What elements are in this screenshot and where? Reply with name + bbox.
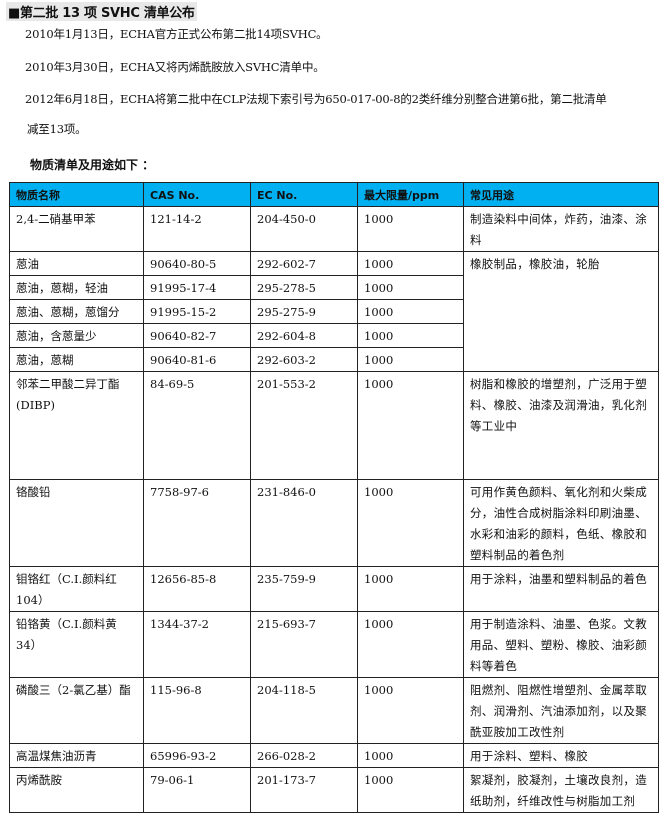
- header-use: 常见用途: [463, 182, 659, 207]
- substance-name: 2,4-二硝基甲苯: [9, 206, 144, 252]
- common-use: 制造染料中间体，炸药，油漆、涂料: [463, 206, 659, 252]
- substance-name: 蒽油，蒽糊，轻油: [9, 275, 144, 300]
- max-limit: 1000: [357, 479, 464, 567]
- max-limit: 1000: [357, 371, 464, 480]
- max-limit: 1000: [357, 611, 464, 678]
- svhc-table: 物质名称 CAS No. EC No. 最大限量/ppm 常见用途 2,4-二硝…: [9, 182, 659, 813]
- substance-name: 蒽油、蒽糊，蒽馏分: [9, 299, 144, 324]
- section-title: ■第二批 13 项 SVHC 清单公布: [6, 2, 197, 21]
- substance-name: 铬酸铅: [9, 479, 144, 567]
- cas-number: 79-06-1: [143, 767, 251, 813]
- table-header-row: 物质名称 CAS No. EC No. 最大限量/ppm 常见用途: [9, 182, 659, 207]
- max-limit: 1000: [357, 299, 464, 324]
- ec-number: 204-118-5: [250, 677, 358, 744]
- substance-name: 蒽油，蒽糊: [9, 347, 144, 372]
- ec-number: 231-846-0: [250, 479, 358, 567]
- cas-number: 91995-17-4: [143, 275, 251, 300]
- common-use: 用于涂料、塑料、橡胶: [463, 743, 659, 768]
- max-limit: 1000: [357, 566, 464, 612]
- table-row: 磷酸三（2-氯乙基）酯 115-96-8 204-118-5 1000 阻燃剂、阻燃性增…: [9, 677, 659, 744]
- substance-name: 邻苯二甲酸二异丁酯(DIBP): [9, 371, 144, 480]
- common-use: 用于制造涂料、油墨、色浆。文教用品、塑料、塑粉、橡胶、油彩颜料等着色: [463, 611, 659, 678]
- max-limit: 1000: [357, 347, 464, 372]
- substance-name: 蒽油，含蒽量少: [9, 323, 144, 348]
- paragraph: 2012年6月18日，ECHA将第二批中在CLP法规下索引号为650-017-0…: [25, 92, 607, 106]
- table-row: 蒽油，蒽糊，轻油 91995-17-4 295-278-5 1000: [9, 275, 659, 300]
- max-limit: 1000: [357, 275, 464, 300]
- ec-number: 295-275-9: [250, 299, 358, 324]
- table-row: 高温煤焦油沥青 65996-93-2 266-028-2 1000 用于涂料、塑料、橡胶: [9, 743, 659, 768]
- common-use: 可用作黄色颜料、氧化剂和火柴成分，油性合成树脂涂料印刷油墨、水彩和油彩的颜料，色…: [463, 479, 659, 567]
- table-caption: 物质清单及用途如下 ：: [30, 158, 155, 172]
- cas-number: 91995-15-2: [143, 299, 251, 324]
- substance-name: 高温煤焦油沥青: [9, 743, 144, 768]
- paragraph: 2010年1月13日，ECHA官方正式公布第二批14项SVHC。: [25, 27, 328, 41]
- max-limit: 1000: [357, 251, 464, 276]
- table-row: 蒽油，蒽糊 90640-81-6 292-603-2 1000: [9, 347, 659, 372]
- substance-name: 丙烯酰胺: [9, 767, 144, 813]
- cas-number: 65996-93-2: [143, 743, 251, 768]
- paragraph: 2010年3月30日，ECHA又将丙烯酰胺放入SVHC清单中。: [25, 60, 325, 74]
- ec-number: 235-759-9: [250, 566, 358, 612]
- header-name: 物质名称: [9, 182, 144, 207]
- ec-number: 295-278-5: [250, 275, 358, 300]
- max-limit: 1000: [357, 767, 464, 813]
- common-use: 橡胶制品，橡胶油，轮胎: [463, 251, 659, 372]
- common-use: 树脂和橡胶的增塑剂，广泛用于塑料、橡胶、油漆及润滑油，乳化剂等工业中: [463, 371, 659, 480]
- ec-number: 266-028-2: [250, 743, 358, 768]
- paragraph: 减至13项。: [27, 122, 87, 136]
- table-row: 丙烯酰胺 79-06-1 201-173-7 1000 絮凝剂，胶凝剂，土壤改良剂，造纸…: [9, 767, 659, 813]
- cas-number: 121-14-2: [143, 206, 251, 252]
- cas-number: 1344-37-2: [143, 611, 251, 678]
- ec-number: 201-173-7: [250, 767, 358, 813]
- table-row: 钼铬红（C.I.颜料红104） 12656-85-8 235-759-9 1000 用于…: [9, 566, 659, 612]
- ec-number: 215-693-7: [250, 611, 358, 678]
- cas-number: 90640-81-6: [143, 347, 251, 372]
- table-row: 铅铬黄（C.I.颜料黄34） 1344-37-2 215-693-7 1000 用于制造…: [9, 611, 659, 678]
- table-row: 铬酸铅 7758-97-6 231-846-0 1000 可用作黄色颜料、氧化剂和火柴成…: [9, 479, 659, 567]
- ec-number: 292-604-8: [250, 323, 358, 348]
- table-row: 2,4-二硝基甲苯 121-14-2 204-450-0 1000 制造染料中间体，炸药…: [9, 206, 659, 252]
- table-row: 蒽油 90640-80-5 292-602-7 1000 橡胶制品，橡胶油，轮胎: [9, 251, 659, 372]
- max-limit: 1000: [357, 206, 464, 252]
- table-row: 蒽油，含蒽量少 90640-82-7 292-604-8 1000: [9, 323, 659, 348]
- max-limit: 1000: [357, 323, 464, 348]
- substance-name: 钼铬红（C.I.颜料红104）: [9, 566, 144, 612]
- substance-name: 铅铬黄（C.I.颜料黄34）: [9, 611, 144, 678]
- cas-number: 115-96-8: [143, 677, 251, 744]
- ec-number: 292-603-2: [250, 347, 358, 372]
- substance-name: 磷酸三（2-氯乙基）酯: [9, 677, 144, 744]
- cas-number: 7758-97-6: [143, 479, 251, 567]
- cas-number: 90640-80-5: [143, 251, 251, 276]
- header-ec: EC No.: [250, 182, 358, 207]
- ec-number: 292-602-7: [250, 251, 358, 276]
- ec-number: 204-450-0: [250, 206, 358, 252]
- cas-number: 12656-85-8: [143, 566, 251, 612]
- common-use: 絮凝剂，胶凝剂，土壤改良剂，造纸助剂，纤维改性与树脂加工剂: [463, 767, 659, 813]
- max-limit: 1000: [357, 743, 464, 768]
- cas-number: 84-69-5: [143, 371, 251, 480]
- ec-number: 201-553-2: [250, 371, 358, 480]
- cas-number: 90640-82-7: [143, 323, 251, 348]
- common-use: 阻燃剂、阻燃性增塑剂、金属萃取剂、润滑剂、汽油添加剂，以及聚酰亚胺加工改性剂: [463, 677, 659, 744]
- header-cas: CAS No.: [143, 182, 251, 207]
- table-row: 蒽油、蒽糊，蒽馏分 91995-15-2 295-275-9 1000: [9, 299, 659, 324]
- common-use: 用于涂料，油墨和塑料制品的着色: [463, 566, 659, 612]
- header-limit: 最大限量/ppm: [357, 182, 464, 207]
- table-row: 邻苯二甲酸二异丁酯(DIBP) 84-69-5 201-553-2 1000 树脂和橡胶…: [9, 371, 659, 480]
- substance-name: 蒽油: [9, 251, 144, 276]
- max-limit: 1000: [357, 677, 464, 744]
